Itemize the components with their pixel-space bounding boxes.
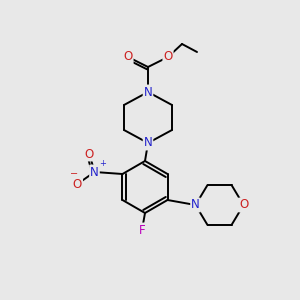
Text: N: N — [144, 85, 152, 98]
Text: −: − — [70, 169, 79, 179]
Text: +: + — [100, 159, 106, 168]
Text: N: N — [144, 136, 152, 149]
Text: O: O — [239, 199, 248, 212]
Text: F: F — [139, 224, 145, 236]
Text: N: N — [90, 166, 99, 178]
Text: O: O — [85, 148, 94, 160]
Text: N: N — [191, 199, 200, 212]
Text: O: O — [123, 50, 133, 64]
Text: O: O — [164, 50, 172, 64]
Text: O: O — [73, 178, 82, 190]
